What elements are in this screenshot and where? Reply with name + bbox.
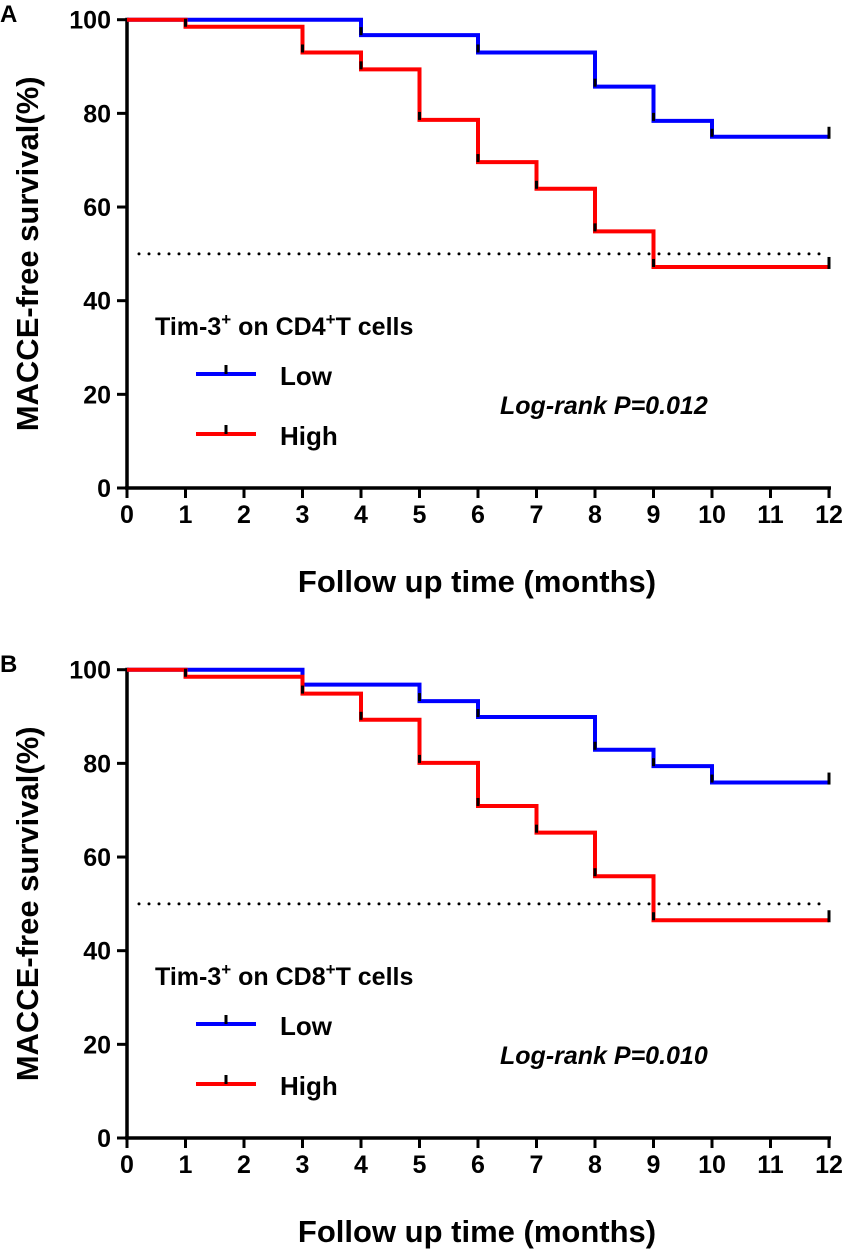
- y-tick-label: 0: [97, 475, 111, 503]
- x-tick-label: 5: [413, 1151, 427, 1179]
- y-tick-label: 40: [83, 938, 111, 966]
- x-tick-label: 3: [296, 501, 310, 529]
- survival-curve-high: [127, 17, 829, 269]
- x-tick-label: 12: [815, 501, 843, 529]
- x-tick-label: 8: [588, 501, 602, 529]
- legend-title: Tim-3+ on CD4+T cells: [155, 310, 413, 341]
- x-tick-label: 8: [588, 1151, 602, 1179]
- x-tick-label: 1: [179, 1151, 193, 1179]
- legend-label-high: High: [280, 1071, 338, 1101]
- y-tick-label: 40: [83, 288, 111, 316]
- x-tick-label: 7: [530, 1151, 544, 1179]
- y-tick-label: 100: [69, 7, 111, 35]
- y-tick-label: 20: [83, 381, 111, 409]
- y-tick-label: 60: [83, 194, 111, 222]
- x-tick-label: 6: [471, 1151, 485, 1179]
- y-tick-label: 100: [69, 657, 111, 685]
- y-axis-label: MACCE-free survival(%): [10, 76, 45, 431]
- x-tick-label: 0: [120, 1151, 134, 1179]
- x-tick-label: 1: [179, 501, 193, 529]
- x-tick-label: 3: [296, 1151, 310, 1179]
- legend-title: Tim-3+ on CD8+T cells: [155, 960, 413, 991]
- y-tick-label: 80: [83, 100, 111, 128]
- y-tick-label: 0: [97, 1125, 111, 1153]
- x-tick-label: 6: [471, 501, 485, 529]
- panel-label: A: [0, 1, 17, 28]
- y-tick-label: 60: [83, 844, 111, 872]
- survival-curve-high: [127, 667, 829, 923]
- x-tick-label: 11: [757, 501, 784, 529]
- y-tick-label: 20: [83, 1031, 111, 1059]
- x-tick-label: 11: [757, 1151, 784, 1179]
- x-tick-label: 12: [815, 1151, 843, 1179]
- x-tick-label: 4: [354, 1151, 368, 1179]
- x-axis-label: Follow up time (months): [298, 564, 656, 599]
- x-tick-label: 9: [647, 501, 661, 529]
- legend-label-low: Low: [280, 1011, 333, 1041]
- survival-curve-low: [127, 667, 829, 785]
- log-rank-annotation: Log-rank P=0.010: [500, 1042, 708, 1070]
- legend-label-high: High: [280, 421, 338, 451]
- x-tick-label: 10: [698, 501, 726, 529]
- y-tick-label: 80: [83, 750, 111, 778]
- x-tick-label: 7: [530, 501, 544, 529]
- x-tick-label: 4: [354, 501, 368, 529]
- x-tick-label: 9: [647, 1151, 661, 1179]
- panel-label: B: [0, 651, 17, 678]
- x-tick-label: 2: [237, 1151, 251, 1179]
- x-tick-label: 0: [120, 501, 134, 529]
- legend-label-low: Low: [280, 361, 333, 391]
- y-axis-label: MACCE-free survival(%): [10, 726, 45, 1081]
- log-rank-annotation: Log-rank P=0.012: [500, 392, 708, 420]
- x-tick-label: 2: [237, 501, 251, 529]
- x-tick-label: 5: [413, 501, 427, 529]
- x-tick-label: 10: [698, 1151, 726, 1179]
- x-axis-label: Follow up time (months): [298, 1214, 656, 1249]
